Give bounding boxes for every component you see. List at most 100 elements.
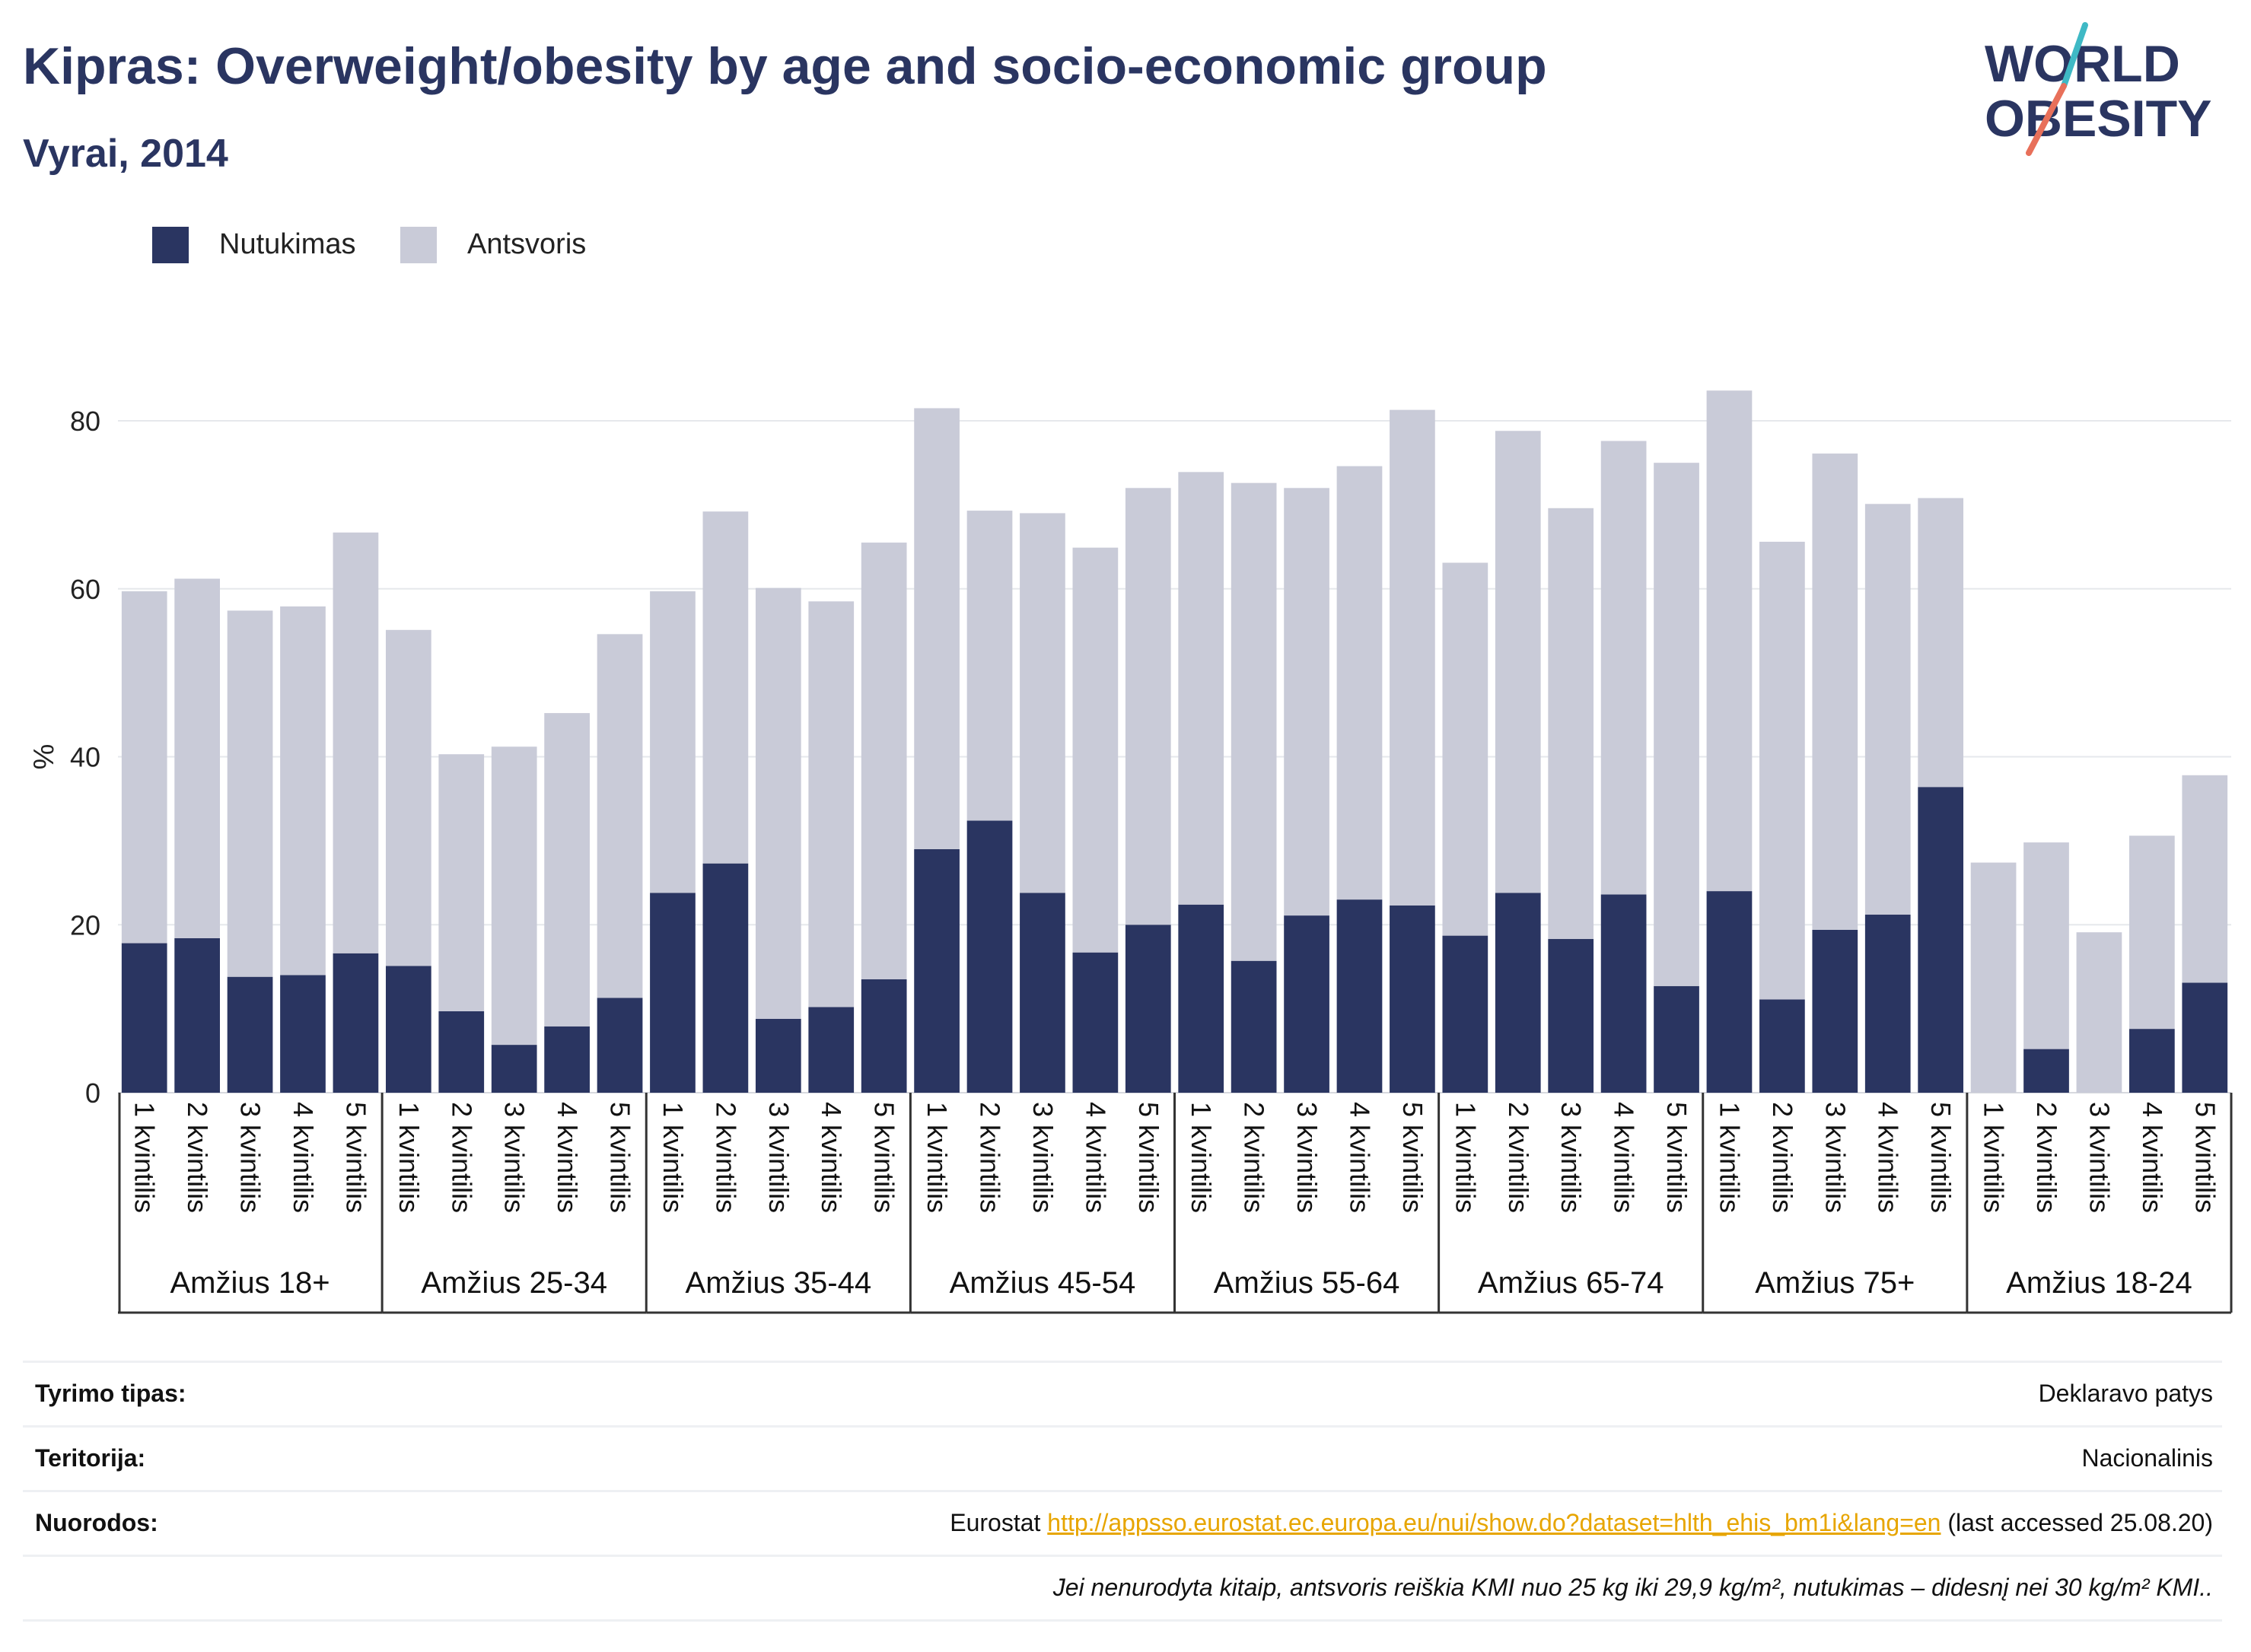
bar-overweight[interactable] (2023, 842, 2069, 1049)
bar-overweight[interactable] (1284, 488, 1329, 916)
bar-overweight[interactable] (2182, 775, 2228, 983)
x-tick-label: 5 kvintilis (869, 1102, 900, 1213)
x-tick-label: 1 kvintilis (129, 1102, 161, 1213)
bar-overweight[interactable] (438, 754, 485, 1011)
bar-overweight[interactable] (1072, 547, 1119, 953)
bar-obesity[interactable] (2182, 982, 2228, 1093)
bar-overweight[interactable] (174, 578, 220, 938)
bar-overweight[interactable] (914, 408, 960, 849)
x-tick-label: 2 kvintilis (182, 1102, 213, 1213)
bar-overweight[interactable] (1231, 482, 1277, 961)
bar-overweight[interactable] (1759, 541, 1805, 1000)
bar-obesity[interactable] (1020, 893, 1065, 1093)
bar-obesity[interactable] (914, 848, 960, 1093)
x-tick-label: 3 kvintilis (1027, 1102, 1059, 1213)
bar-obesity[interactable] (174, 937, 220, 1093)
bar-obesity[interactable] (1178, 904, 1224, 1093)
bar-obesity[interactable] (966, 820, 1013, 1093)
bar-overweight[interactable] (1390, 409, 1435, 906)
legend-swatch-obesity (152, 227, 189, 263)
bar-obesity[interactable] (438, 1011, 485, 1093)
bar-obesity[interactable] (1495, 893, 1541, 1093)
group-label: Amžius 55-64 (1214, 1266, 1400, 1300)
bar-overweight[interactable] (1020, 513, 1065, 893)
bar-overweight[interactable] (491, 746, 537, 1046)
x-tick-label: 3 kvintilis (1820, 1102, 1851, 1213)
bar-overweight[interactable] (1918, 498, 1964, 788)
bar-obesity[interactable] (1336, 899, 1383, 1093)
eurostat-link[interactable]: http://appsso.eurostat.ec.europa.eu/nui/… (1047, 1509, 1941, 1536)
bar-overweight[interactable] (808, 601, 855, 1007)
bar-overweight[interactable] (333, 532, 379, 953)
bar-overweight[interactable] (1125, 488, 1171, 925)
bar-overweight[interactable] (1864, 504, 1911, 915)
x-tick-label: 4 kvintilis (1609, 1102, 1640, 1213)
bar-overweight[interactable] (121, 591, 167, 944)
x-tick-label: 1 kvintilis (393, 1102, 425, 1213)
x-tick-label: 1 kvintilis (1186, 1102, 1217, 1213)
bar-obesity[interactable] (2129, 1029, 2175, 1093)
bar-obesity[interactable] (702, 863, 749, 1093)
bar-overweight[interactable] (1706, 390, 1753, 892)
bar-obesity[interactable] (1284, 915, 1329, 1093)
logo-line1: WORLD (1985, 35, 2180, 93)
y-tick-label: 60 (70, 574, 100, 605)
bar-obesity[interactable] (1706, 891, 1753, 1093)
bar-obesity[interactable] (1072, 952, 1119, 1093)
bar-obesity[interactable] (1231, 960, 1277, 1093)
bar-obesity[interactable] (1654, 985, 1699, 1093)
bar-overweight[interactable] (1336, 466, 1383, 900)
bar-obesity[interactable] (1442, 935, 1488, 1093)
bar-obesity[interactable] (1812, 929, 1858, 1093)
bar-overweight[interactable] (227, 610, 273, 977)
x-tick-label: 2 kvintilis (975, 1102, 1006, 1213)
metadata-table: Tyrimo tipas: Deklaravo patys Teritorija… (23, 1361, 2222, 1622)
bar-obesity[interactable] (755, 1018, 801, 1093)
bar-obesity[interactable] (1600, 894, 1647, 1093)
stacked-bar-chart: 0 20 40 60 80% 1 kvintilis 2 kvintilis 3 kvinti… (28, 390, 2233, 1314)
bar-obesity[interactable] (861, 979, 907, 1093)
bar-overweight[interactable] (280, 606, 326, 976)
bar-overweight[interactable] (2076, 932, 2122, 1093)
bar-obesity[interactable] (1390, 905, 1435, 1093)
bar-overweight[interactable] (650, 591, 696, 893)
bar-obesity[interactable] (1759, 999, 1805, 1093)
bar-overweight[interactable] (1812, 454, 1858, 930)
x-tick-label: 4 kvintilis (288, 1102, 319, 1213)
bar-obesity[interactable] (808, 1007, 855, 1093)
bar-overweight[interactable] (1654, 463, 1699, 986)
bar-overweight[interactable] (2129, 836, 2175, 1030)
bar-overweight[interactable] (966, 511, 1013, 821)
meta-value-references: Eurostat http://appsso.eurostat.ec.europ… (950, 1509, 2213, 1537)
x-tick-label: 1 kvintilis (657, 1102, 689, 1213)
bar-overweight[interactable] (385, 629, 431, 966)
bar-overweight[interactable] (1600, 441, 1647, 895)
legend-swatch-overweight (400, 227, 437, 263)
bar-obesity[interactable] (1918, 787, 1964, 1093)
bar-obesity[interactable] (491, 1045, 537, 1093)
bar-obesity[interactable] (650, 893, 696, 1093)
bar-overweight[interactable] (1178, 472, 1224, 905)
bar-obesity[interactable] (333, 953, 379, 1093)
bar-obesity[interactable] (227, 976, 273, 1093)
bar-obesity[interactable] (1548, 939, 1594, 1093)
bar-overweight[interactable] (755, 587, 801, 1019)
bar-overweight[interactable] (1970, 862, 2017, 1093)
bar-overweight[interactable] (1495, 431, 1541, 893)
bar-overweight[interactable] (861, 543, 907, 979)
bar-overweight[interactable] (544, 713, 590, 1027)
bar-obesity[interactable] (121, 943, 167, 1093)
bar-obesity[interactable] (385, 966, 431, 1093)
bar-overweight[interactable] (597, 634, 643, 998)
bar-overweight[interactable] (1548, 508, 1594, 940)
bar-obesity[interactable] (1864, 915, 1911, 1093)
bar-obesity[interactable] (280, 975, 326, 1093)
bar-obesity[interactable] (597, 998, 643, 1093)
bar-overweight[interactable] (1442, 562, 1488, 936)
bar-obesity[interactable] (2023, 1049, 2069, 1093)
bar-obesity[interactable] (1125, 925, 1171, 1093)
x-tick-label: 2 kvintilis (1767, 1102, 1798, 1213)
bar-overweight[interactable] (702, 511, 749, 864)
y-tick-label: 80 (70, 406, 100, 437)
bar-obesity[interactable] (544, 1026, 590, 1093)
